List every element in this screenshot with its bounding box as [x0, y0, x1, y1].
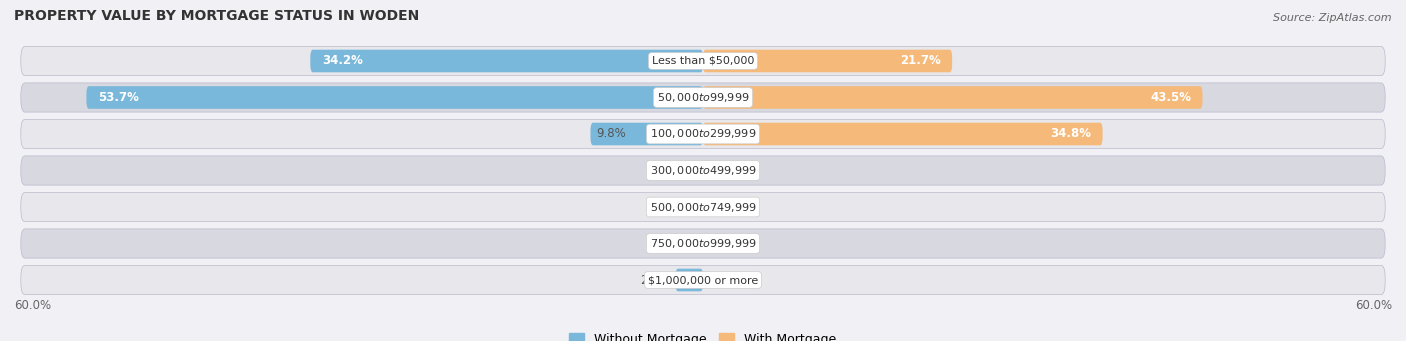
FancyBboxPatch shape [21, 229, 1385, 258]
FancyBboxPatch shape [21, 46, 1385, 76]
Text: $100,000 to $299,999: $100,000 to $299,999 [650, 128, 756, 140]
Legend: Without Mortgage, With Mortgage: Without Mortgage, With Mortgage [564, 328, 842, 341]
Text: 34.2%: 34.2% [322, 55, 363, 68]
Text: 2.4%: 2.4% [640, 273, 669, 286]
Text: $300,000 to $499,999: $300,000 to $499,999 [650, 164, 756, 177]
Text: 0.0%: 0.0% [657, 201, 686, 213]
FancyBboxPatch shape [21, 83, 1385, 112]
Text: PROPERTY VALUE BY MORTGAGE STATUS IN WODEN: PROPERTY VALUE BY MORTGAGE STATUS IN WOD… [14, 9, 419, 23]
Text: 9.8%: 9.8% [596, 128, 626, 140]
FancyBboxPatch shape [311, 50, 703, 72]
FancyBboxPatch shape [21, 119, 1385, 149]
Text: 0.0%: 0.0% [720, 164, 749, 177]
Text: 0.0%: 0.0% [720, 237, 749, 250]
FancyBboxPatch shape [591, 123, 703, 145]
Text: 0.0%: 0.0% [657, 237, 686, 250]
Text: 21.7%: 21.7% [900, 55, 941, 68]
FancyBboxPatch shape [86, 86, 703, 109]
Text: $50,000 to $99,999: $50,000 to $99,999 [657, 91, 749, 104]
FancyBboxPatch shape [21, 265, 1385, 295]
Text: 0.0%: 0.0% [720, 273, 749, 286]
FancyBboxPatch shape [703, 123, 1102, 145]
Text: 43.5%: 43.5% [1150, 91, 1191, 104]
FancyBboxPatch shape [703, 86, 1202, 109]
Text: Source: ZipAtlas.com: Source: ZipAtlas.com [1274, 13, 1392, 23]
FancyBboxPatch shape [21, 156, 1385, 185]
FancyBboxPatch shape [675, 269, 703, 291]
Text: 0.0%: 0.0% [720, 201, 749, 213]
Text: 53.7%: 53.7% [98, 91, 139, 104]
Text: 60.0%: 60.0% [1355, 299, 1392, 312]
Text: 60.0%: 60.0% [14, 299, 51, 312]
FancyBboxPatch shape [703, 50, 952, 72]
Text: $1,000,000 or more: $1,000,000 or more [648, 275, 758, 285]
Text: 0.0%: 0.0% [657, 164, 686, 177]
Text: Less than $50,000: Less than $50,000 [652, 56, 754, 66]
FancyBboxPatch shape [21, 192, 1385, 222]
Text: 34.8%: 34.8% [1050, 128, 1091, 140]
Text: $500,000 to $749,999: $500,000 to $749,999 [650, 201, 756, 213]
Text: $750,000 to $999,999: $750,000 to $999,999 [650, 237, 756, 250]
